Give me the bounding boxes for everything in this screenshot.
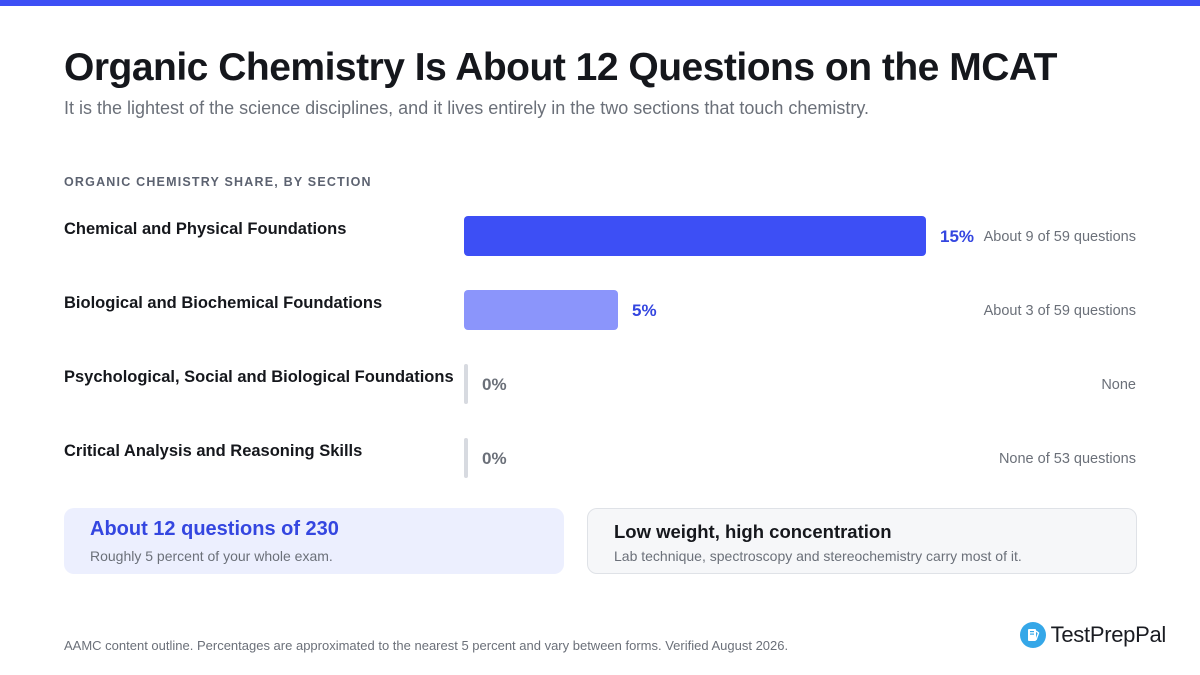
bar <box>464 364 468 404</box>
brand-name: TestPrepPal <box>1050 622 1167 647</box>
value-label: 5% <box>632 301 657 320</box>
chart-row: Biological and Biochemical Foundations 5%… <box>0 290 1200 330</box>
value-label: 15% <box>940 227 975 246</box>
insight-card-title: Low weight, high concentration <box>614 521 892 542</box>
value-label: 0% <box>482 375 507 394</box>
summary-card: About 12 questions of 230 Roughly 5 perc… <box>64 508 564 574</box>
summary-card-subtitle: Roughly 5 percent of your whole exam. <box>90 548 333 564</box>
page-title: Organic Chemistry Is About 12 Questions … <box>64 46 1057 89</box>
chart-row: Chemical and Physical Foundations 15% Abou… <box>0 216 1200 256</box>
question-count-note: None <box>1101 377 1136 393</box>
source-footnote: AAMC content outline. Percentages are ap… <box>64 638 789 653</box>
category-label: Psychological, Social and Biological Fou… <box>64 368 454 386</box>
chart-row: Psychological, Social and Biological Fou… <box>0 364 1200 404</box>
summary-card-title: About 12 questions of 230 <box>90 518 339 540</box>
category-label: Chemical and Physical Foundations <box>64 220 347 238</box>
bar <box>464 290 618 330</box>
chart-title: ORGANIC CHEMISTRY SHARE, BY SECTION <box>64 175 372 189</box>
insight-card: Low weight, high concentration Lab techn… <box>587 508 1137 574</box>
book-icon <box>1019 622 1046 648</box>
category-label: Biological and Biochemical Foundations <box>64 294 383 312</box>
question-count-note: About 9 of 59 questions <box>983 229 1136 245</box>
value-label: 0% <box>482 449 507 468</box>
page-subtitle: It is the lightest of the science discip… <box>64 98 870 118</box>
insight-card-subtitle: Lab technique, spectroscopy and stereoch… <box>614 548 1022 564</box>
accent-top-bar <box>0 0 1200 6</box>
category-label: Critical Analysis and Reasoning Skills <box>64 442 363 460</box>
question-count-note: None of 53 questions <box>998 451 1136 467</box>
brand-logo: TestPrepPal <box>1019 620 1167 650</box>
bar <box>464 216 926 256</box>
chart-row: Critical Analysis and Reasoning Skills 0%… <box>0 438 1200 478</box>
bar <box>464 438 468 478</box>
question-count-note: About 3 of 59 questions <box>983 303 1136 319</box>
